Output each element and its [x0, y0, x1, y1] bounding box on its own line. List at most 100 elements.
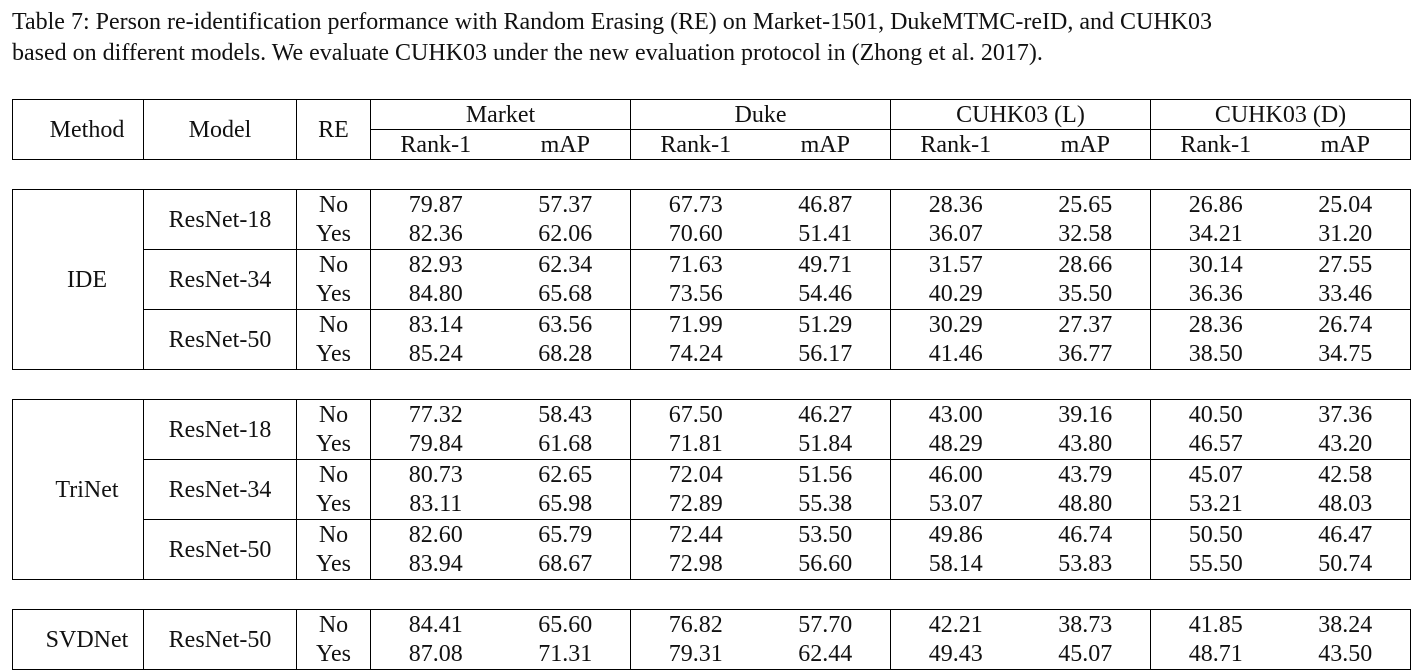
value-cell-duke-rank1: 72.04 [630, 459, 761, 490]
value-cell-cuhk03-l-rank1: 48.29 [928, 431, 983, 458]
value-cell-cuhk03-d-map: 31.20 [1280, 219, 1411, 250]
value-cell-duke-rank1: 67.50 [630, 399, 761, 430]
value-cell-market-map: 57.37 [500, 189, 631, 220]
value-cell-duke-rank1: 71.99 [630, 309, 761, 340]
table-row: Yes 84.80 65.68 73.56 54.46 40.29 35.50 36.36 33… [13, 279, 1411, 310]
value-cell-cuhk03-d-rank1: 46.57 [1188, 431, 1243, 458]
subheader-map-duke: mAP [760, 129, 891, 160]
model-cell: ResNet-34 [143, 249, 297, 310]
value-cell-cuhk03-d-rank1: 34.21 [1188, 221, 1243, 248]
value-cell-cuhk03-d-map: 48.03 [1280, 489, 1411, 520]
value-cell-cuhk03-d-map: 43.20 [1280, 429, 1411, 460]
table-row: ResNet-50 No 83.14 63.56 71.99 51.29 30.29 27.3… [13, 309, 1411, 370]
value-cell-market-rank1: 79.84 [408, 431, 463, 458]
value-cell-duke-rank1: 71.63 [630, 249, 761, 280]
value-cell-duke-map: 51.41 [760, 219, 891, 250]
value-cell-market-rank1: 82.60 [370, 519, 501, 550]
value-cell-cuhk03-d-map: 25.04 [1280, 189, 1411, 220]
table-caption: Table 7: Person re-identification perfor… [12, 7, 1417, 69]
value-cell-cuhk03-l-map: 46.74 [1020, 519, 1151, 550]
value-cell-cuhk03-l-rank1: 49.86 [890, 519, 1021, 550]
value-cell-market-map: 65.60 [500, 609, 631, 640]
subheader-map-market: mAP [500, 129, 631, 160]
caption-line-1: Table 7: Person re-identification perfor… [12, 9, 1213, 35]
value-cell-cuhk03-d-map: 38.24 [1280, 609, 1411, 640]
value-cell-duke-map: 55.38 [760, 489, 891, 520]
value-cell-market-rank1: 79.87 [370, 189, 501, 220]
value-cell-cuhk03-l-rank1: 41.46 [890, 339, 1021, 370]
value-cell-market-rank1: 83.14 [370, 309, 501, 340]
value-cell-cuhk03-d-map: 42.58 [1280, 459, 1411, 490]
value-cell-cuhk03-d-rank1: 53.21 [1188, 491, 1243, 518]
gap-cell [13, 160, 1411, 190]
block-gap [13, 580, 1411, 610]
re-cell: No [296, 309, 371, 340]
value-cell-duke-map: 51.56 [760, 459, 891, 490]
value-cell-cuhk03-d-rank1: 26.86 [1150, 189, 1281, 220]
value-cell-cuhk03-d-rank1: 55.50 [1150, 549, 1281, 580]
value-cell-cuhk03-d-rank1: 50.50 [1150, 519, 1281, 550]
value-cell-market-map: 61.68 [500, 429, 631, 460]
value-cell-cuhk03-l-rank1: 42.21 [890, 609, 1021, 640]
method-cell: SVDNet [12, 609, 144, 670]
value-cell-cuhk03-l-rank1: 53.07 [928, 491, 983, 518]
value-cell-market-map: 58.43 [500, 399, 631, 430]
re-cell: Yes [296, 339, 371, 370]
table-row: Yes 82.36 62.06 70.60 51.41 36.07 32.58 34.21 31… [13, 219, 1411, 250]
value-cell-cuhk03-l-map: 38.73 [1020, 609, 1151, 640]
re-cell: No [296, 519, 371, 550]
model-cell: ResNet-50 [143, 609, 297, 670]
value-cell-market-rank1: 85.24 [370, 339, 501, 370]
value-cell-duke-map: 56.60 [760, 549, 891, 580]
subheader-map-cuhk03-d: mAP [1280, 129, 1411, 160]
re-cell: No [296, 399, 371, 430]
gap-cell [13, 580, 1411, 610]
value-cell-duke-rank1: 71.81 [668, 431, 723, 458]
value-cell-cuhk03-l-rank1: 31.57 [890, 249, 1021, 280]
table-row: Yes 83.94 68.67 72.98 56.60 58.14 53.83 55.50 50… [13, 549, 1411, 580]
subheader-row: Rank-1 mAP Rank-1 mAP Rank-1 mAP Rank-1 mAP [13, 129, 1411, 160]
subheader-rank1-duke: Rank-1 [630, 129, 761, 160]
re-cell: Yes [296, 489, 371, 520]
value-cell-duke-rank1: 72.98 [630, 549, 761, 580]
value-cell-cuhk03-d-map: 37.36 [1280, 399, 1411, 430]
value-cell-cuhk03-l-rank1: 46.00 [890, 459, 1021, 490]
value-cell-market-map: 65.79 [500, 519, 631, 550]
value-cell-cuhk03-l-rank1: 49.43 [890, 639, 1021, 670]
value-cell-market-map: 62.65 [500, 459, 631, 490]
gap-cell [13, 370, 1411, 400]
block-gap [13, 370, 1411, 400]
value-cell-cuhk03-l-rank1: 40.29 [928, 281, 983, 308]
table-row: SVDNet ResNet-50 No 84.41 65.60 76.82 57.70 42.… [12, 609, 1411, 670]
table-row: Yes 85.24 68.28 74.24 56.17 41.46 36.77 38.50 34… [13, 339, 1411, 370]
value-cell-cuhk03-l-map: 25.65 [1020, 189, 1151, 220]
value-cell-duke-rank1: 70.60 [668, 221, 723, 248]
value-cell-cuhk03-d-map: 26.74 [1280, 309, 1411, 340]
value-cell-cuhk03-l-map: 45.07 [1020, 639, 1151, 670]
value-cell-market-rank1: 80.73 [370, 459, 501, 490]
value-cell-cuhk03-d-map: 46.47 [1280, 519, 1411, 550]
header-group-market: Market [370, 99, 631, 130]
value-cell-market-map: 65.68 [500, 279, 631, 310]
results-table: Method Model RE Market Duke CUHK03 (L) C… [12, 99, 1411, 670]
value-cell-duke-rank1: 79.31 [630, 639, 761, 670]
value-cell-cuhk03-d-rank1: 38.50 [1150, 339, 1281, 370]
table-row: ResNet-50 No 82.60 65.79 72.44 53.50 49.86 46.7… [13, 519, 1411, 580]
re-cell: No [296, 459, 371, 490]
value-cell-cuhk03-l-map: 28.66 [1020, 249, 1151, 280]
value-cell-duke-rank1: 72.44 [630, 519, 761, 550]
method-cell: TriNet [12, 399, 144, 580]
value-cell-market-map: 68.67 [500, 549, 631, 580]
value-cell-market-rank1: 84.80 [408, 281, 463, 308]
value-cell-market-map: 63.56 [500, 309, 631, 340]
value-cell-market-map: 68.28 [500, 339, 631, 370]
method-cell: IDE [12, 189, 144, 370]
model-cell: ResNet-50 [143, 519, 297, 580]
value-cell-market-rank1: 83.11 [409, 491, 463, 518]
value-cell-duke-map: 53.50 [760, 519, 891, 550]
value-cell-duke-map: 51.29 [760, 309, 891, 340]
value-cell-cuhk03-l-map: 39.16 [1020, 399, 1151, 430]
header-re: RE [296, 99, 371, 160]
value-cell-cuhk03-l-rank1: 36.07 [928, 221, 983, 248]
value-cell-cuhk03-d-rank1: 45.07 [1150, 459, 1281, 490]
